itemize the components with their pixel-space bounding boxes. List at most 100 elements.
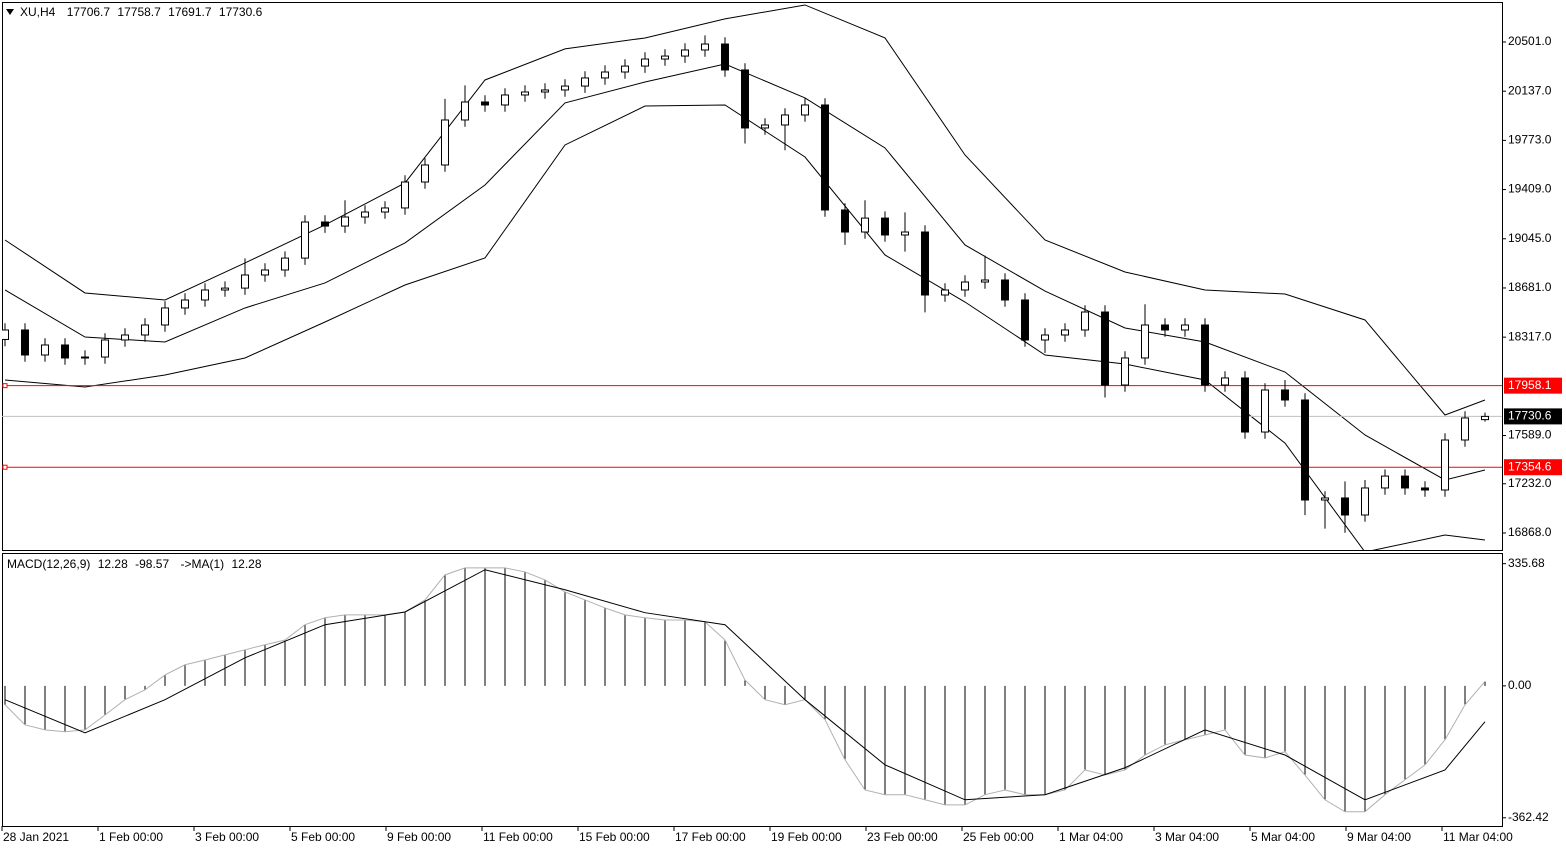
x-tick-label: 15 Feb 00:00 — [579, 830, 650, 844]
main-title: XU,H4 17706.7 17758.7 17691.7 17730.6 — [20, 5, 263, 19]
candle-body — [1081, 311, 1089, 331]
candle-body — [61, 344, 69, 359]
ohlc-low: 17691.7 — [168, 5, 212, 19]
candle-body — [381, 207, 389, 213]
candle-body — [1181, 324, 1189, 331]
candle-body — [801, 104, 809, 116]
candle-body — [901, 231, 909, 236]
candle-body — [741, 69, 749, 129]
candle-body — [761, 124, 769, 129]
level-handle — [2, 383, 8, 389]
candle-body — [1441, 439, 1449, 491]
candle-body — [161, 307, 169, 326]
candle-body — [221, 287, 229, 291]
candle-body — [1141, 324, 1149, 359]
candle-body — [301, 221, 309, 259]
candle-body — [181, 299, 189, 309]
y-tick-label: 19409.0 — [1508, 182, 1552, 196]
candle-body — [321, 221, 329, 227]
macd-title: MACD(12,26,9) 12.28 -98.57 ->MA(1) 12.28 — [7, 557, 262, 571]
candle-body — [1021, 299, 1029, 341]
signal-value: -98.57 — [135, 557, 169, 571]
y-tick-label: 18681.0 — [1508, 280, 1552, 294]
candle-body — [1461, 417, 1469, 441]
axes: 20501.0 20137.0 19773.0 19409.0 19045.0 18681… — [1, 34, 1562, 844]
candle-body — [581, 77, 589, 87]
x-tick-label: 5 Mar 04:00 — [1251, 830, 1315, 844]
level-label-box — [1504, 377, 1562, 394]
candle-body — [641, 58, 649, 67]
collapse-arrow[interactable] — [6, 9, 14, 15]
candle-body — [821, 104, 829, 211]
bollinger-middle — [4, 63, 1486, 481]
x-tick-label: 3 Feb 00:00 — [195, 830, 259, 844]
level-label: 17958.1 — [1508, 378, 1552, 392]
symbol: XU,H4 — [20, 5, 56, 19]
ohlc-open: 17706.7 — [67, 5, 111, 19]
candle-body — [1121, 357, 1129, 386]
current-price-box — [1504, 408, 1562, 425]
signal-name: ->MA(1) — [180, 557, 224, 571]
candle-body — [441, 119, 449, 166]
candle-body — [621, 65, 629, 73]
level-label: 17354.6 — [1508, 459, 1552, 473]
candle-body — [521, 91, 529, 96]
y-tick-label: 17232.0 — [1508, 476, 1552, 490]
candle-body — [941, 289, 949, 296]
x-tick-label: 25 Feb 00:00 — [963, 830, 1034, 844]
candle-body — [701, 43, 709, 51]
candle-body — [141, 324, 149, 336]
candle-body — [861, 217, 869, 233]
candle-body — [401, 181, 409, 209]
y-tick-label: -362.42 — [1508, 810, 1549, 824]
candle-body — [1321, 497, 1329, 501]
y-tick-label: 335.68 — [1508, 556, 1545, 570]
y-tick-label: 20137.0 — [1508, 83, 1552, 97]
candle-body — [1161, 324, 1169, 331]
candle-body — [721, 43, 729, 71]
candle-body — [681, 49, 689, 57]
level-label-box — [1504, 459, 1562, 476]
signal-line — [4, 569, 1486, 801]
candle-body — [1061, 329, 1069, 336]
main-panel-frame — [2, 2, 1503, 551]
bollinger-upper — [4, 4, 1486, 416]
x-tick-label: 9 Mar 04:00 — [1347, 830, 1411, 844]
current-price-label: 17730.6 — [1508, 409, 1552, 423]
y-tick-label: 18317.0 — [1508, 329, 1552, 343]
x-tick-label: 1 Mar 04:00 — [1059, 830, 1123, 844]
signal-ma-value: 12.28 — [231, 557, 261, 571]
candle-body — [1261, 389, 1269, 433]
candle-body — [2, 329, 9, 340]
candle-body — [1381, 475, 1389, 489]
x-tick-label: 19 Feb 00:00 — [771, 830, 842, 844]
candle-body — [1241, 377, 1249, 433]
x-tick-label: 28 Jan 2021 — [3, 830, 69, 844]
candle-body — [601, 71, 609, 79]
ohlc-close: 17730.6 — [219, 5, 263, 19]
candle-body — [541, 89, 549, 93]
macd-outline — [4, 567, 1486, 813]
macd-value: 12.28 — [98, 557, 128, 571]
candle-body — [81, 356, 89, 359]
candle-body — [881, 217, 889, 236]
candle-body — [1361, 487, 1369, 516]
x-tick-label: 5 Feb 00:00 — [291, 830, 355, 844]
candle-body — [1421, 487, 1429, 491]
candle-body — [421, 164, 429, 183]
y-tick-label: 20501.0 — [1508, 34, 1552, 48]
y-tick-label: 19773.0 — [1508, 133, 1552, 147]
macd-panel-frame — [2, 553, 1503, 827]
candle-body — [201, 289, 209, 301]
candle-body — [1481, 415, 1489, 421]
x-tick-label: 11 Mar 04:00 — [1443, 830, 1513, 844]
macd-name: MACD(12,26,9) — [7, 557, 90, 571]
candle-body — [561, 85, 569, 91]
x-tick-label: 1 Feb 00:00 — [99, 830, 163, 844]
candle-body — [1281, 389, 1289, 401]
candle-body — [1301, 399, 1309, 501]
candle-body — [341, 216, 349, 227]
candle-body — [1221, 377, 1229, 386]
candle-body — [1041, 334, 1049, 341]
